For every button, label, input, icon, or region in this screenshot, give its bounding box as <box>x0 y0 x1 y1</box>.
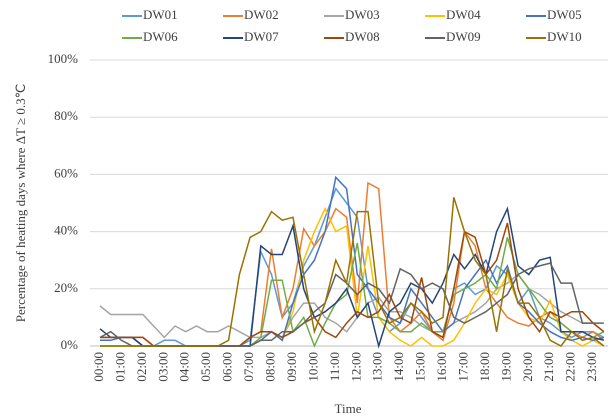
y-axis-title: Percentage of heating days where ΔT ≥ 0.… <box>13 84 28 323</box>
x-tick-label: 23:00 <box>584 352 599 382</box>
x-tick-label: 21:00 <box>541 352 556 382</box>
legend-label: DW07 <box>244 29 279 44</box>
x-tick-label: 12:00 <box>348 352 363 382</box>
x-tick-label: 13:00 <box>370 352 385 382</box>
x-tick-label: 00:00 <box>91 352 106 382</box>
x-tick-label: 17:00 <box>455 352 470 382</box>
y-tick-label: 80% <box>54 108 78 123</box>
x-tick-label: 02:00 <box>134 352 149 382</box>
x-tick-label: 04:00 <box>177 352 192 382</box>
y-tick-label: 0% <box>61 337 79 352</box>
series-line <box>100 181 605 347</box>
x-tick-label: 01:00 <box>112 352 127 382</box>
legend-label: DW05 <box>547 7 582 22</box>
x-tick-label: 19:00 <box>498 352 513 382</box>
legend-label: DW09 <box>446 29 481 44</box>
x-tick-label: 20:00 <box>520 352 535 382</box>
x-tick-label: 11:00 <box>327 352 342 381</box>
x-tick-label: 10:00 <box>305 352 320 382</box>
x-tick-label: 14:00 <box>391 352 406 382</box>
legend-label: DW02 <box>244 7 279 22</box>
x-axis-title: Time <box>335 401 362 416</box>
legend-label: DW10 <box>547 29 582 44</box>
x-tick-label: 08:00 <box>263 352 278 382</box>
x-tick-label: 03:00 <box>155 352 170 382</box>
y-tick-label: 40% <box>54 223 78 238</box>
legend-label: DW06 <box>143 29 178 44</box>
x-tick-label: 05:00 <box>198 352 213 382</box>
legend-label: DW08 <box>345 29 380 44</box>
series-line <box>100 222 605 347</box>
series-line <box>100 187 605 347</box>
series-line <box>99 273 605 339</box>
x-tick-label: 15:00 <box>413 352 428 382</box>
x-tick-label: 16:00 <box>434 352 449 382</box>
y-tick-label: 60% <box>54 165 78 180</box>
x-tick-label: 22:00 <box>563 352 578 382</box>
legend-label: DW04 <box>446 7 481 22</box>
legend-label: DW01 <box>143 7 178 22</box>
series-line <box>100 237 605 348</box>
y-tick-label: 100% <box>48 51 79 66</box>
x-tick-label: 18:00 <box>477 352 492 382</box>
x-tick-label: 07:00 <box>241 352 256 382</box>
series-line <box>100 197 605 347</box>
legend-label: DW03 <box>345 7 380 22</box>
x-tick-label: 06:00 <box>220 352 235 382</box>
y-tick-label: 20% <box>54 280 78 295</box>
x-tick-label: 09:00 <box>284 352 299 382</box>
